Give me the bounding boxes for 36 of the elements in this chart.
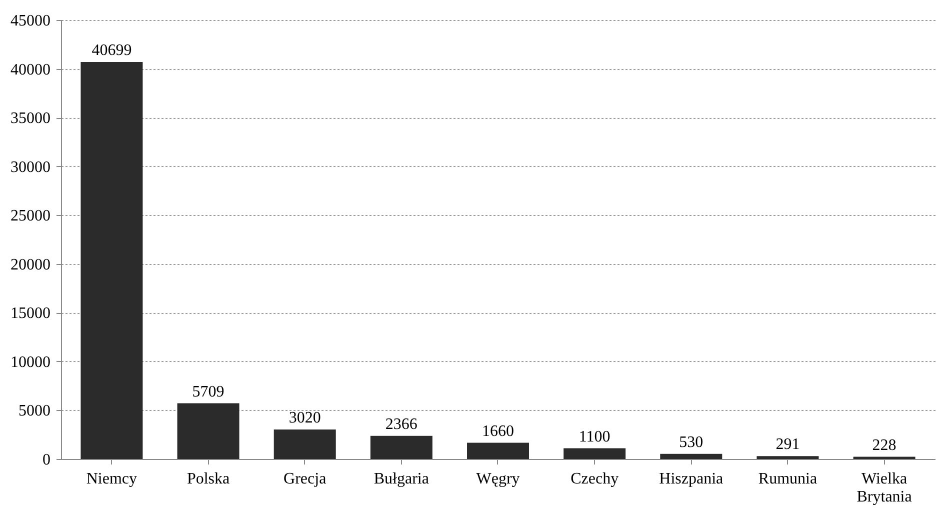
bar xyxy=(660,454,722,459)
x-tick-label: Niemcy xyxy=(86,470,138,488)
data-label: 40699 xyxy=(92,42,132,59)
data-label: 1660 xyxy=(482,422,514,440)
data-label: 5709 xyxy=(192,383,224,400)
x-tick-label: Czechy xyxy=(570,470,619,488)
bar xyxy=(756,456,819,459)
bar xyxy=(467,442,529,459)
data-label: 291 xyxy=(776,436,800,454)
bar xyxy=(177,403,240,459)
y-tick-label: 45000 xyxy=(10,12,50,30)
y-tick-label: 20000 xyxy=(10,256,50,274)
bar xyxy=(80,62,143,459)
y-tick-label: 0 xyxy=(42,452,50,468)
y-tick-label: 35000 xyxy=(10,110,50,128)
y-tick-label: 25000 xyxy=(10,208,50,225)
bar xyxy=(370,436,432,459)
x-tick-label: Węgry xyxy=(476,470,520,488)
bar xyxy=(274,430,336,459)
bar xyxy=(564,448,626,459)
data-label: 3020 xyxy=(288,410,321,427)
y-tick-label: 5000 xyxy=(18,402,50,420)
y-tick-label: 15000 xyxy=(10,305,50,322)
y-tick-label: 10000 xyxy=(10,354,50,371)
x-tick-label: Rumunia xyxy=(758,470,818,488)
data-label: 530 xyxy=(679,434,704,451)
x-tick-label: Wielka Brytania xyxy=(856,470,912,506)
x-tick-label: Bułgaria xyxy=(374,470,429,488)
x-tick-label: Grecja xyxy=(284,470,326,488)
data-label: 2366 xyxy=(385,416,418,433)
data-label: 228 xyxy=(872,436,896,454)
y-tick-label: 40000 xyxy=(10,61,50,78)
x-tick-label: Polska xyxy=(186,470,230,488)
y-tick-label: 30000 xyxy=(10,158,50,176)
data-label: 1100 xyxy=(578,428,610,446)
x-tick-label: Hiszpania xyxy=(659,470,724,488)
